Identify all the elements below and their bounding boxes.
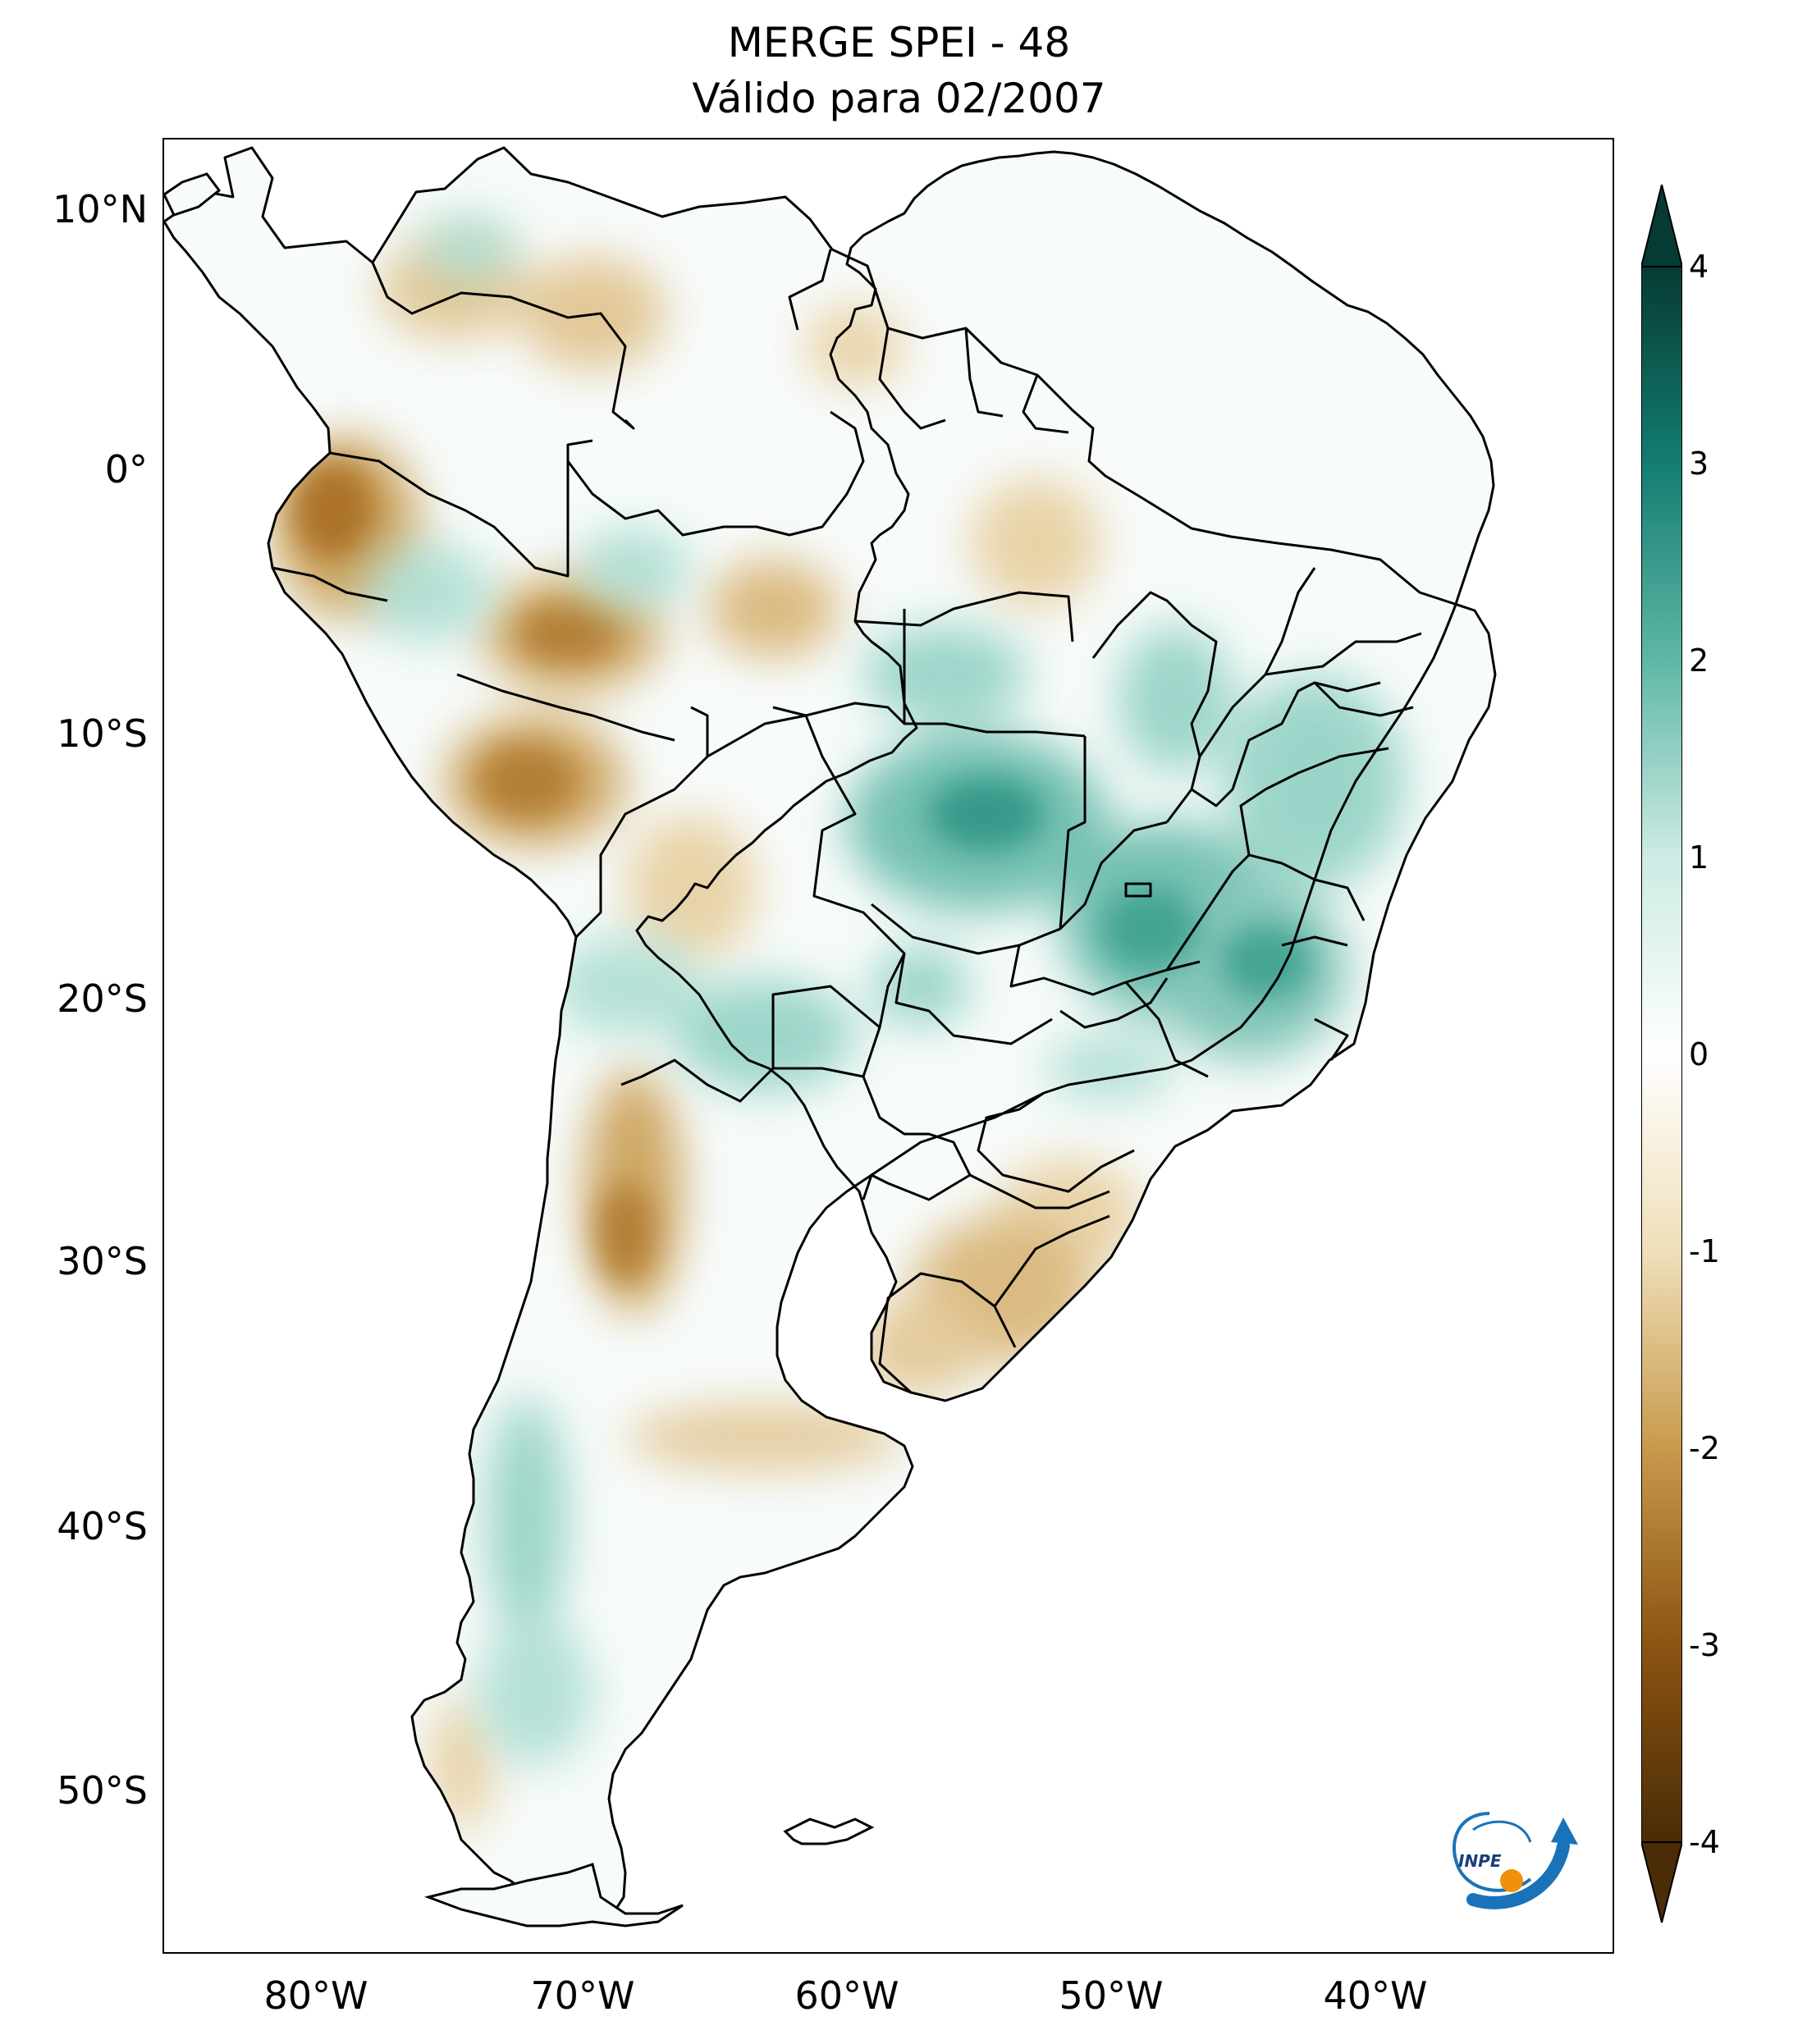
map-panel	[162, 138, 1614, 1954]
wet-patch	[576, 527, 691, 609]
colorbar	[1641, 185, 1682, 1923]
border-guiana-brazil	[1022, 374, 1069, 434]
colorbar-gradient	[1641, 266, 1682, 1843]
state-border	[1198, 567, 1316, 757]
lon-label-80w: 80°W	[263, 1973, 368, 2018]
state-border	[1124, 981, 1209, 1078]
wet-patch	[486, 1397, 568, 1643]
state-border	[1165, 853, 1366, 971]
border-ecuador-peru	[272, 566, 388, 602]
dry-core	[478, 744, 576, 818]
state-border	[993, 1214, 1110, 1307]
colorbar-tick-1: 1	[1689, 839, 1709, 876]
lat-label-30s: 30°S	[57, 1239, 148, 1283]
logo-sun	[1500, 1869, 1523, 1892]
border-colombia-peru	[329, 439, 593, 578]
borders	[272, 249, 1422, 1394]
border-guyana-suriname	[878, 327, 946, 430]
state-border	[977, 1091, 1135, 1193]
state-border	[1281, 935, 1348, 947]
tierra-del-fuego	[423, 1863, 684, 1927]
map-title: MERGE SPEI - 48	[727, 19, 1071, 66]
lon-label-40w: 40°W	[1323, 1973, 1428, 2018]
dry-patch	[806, 305, 904, 387]
lat-label-40s: 40°S	[57, 1504, 148, 1548]
lon-label-60w: 60°W	[794, 1973, 899, 2018]
colorbar-tick-minus-2: -2	[1689, 1430, 1720, 1466]
dry-core	[293, 461, 375, 560]
logo-arrow	[1466, 1840, 1570, 1909]
wet-core	[929, 777, 1044, 851]
dry-patch	[855, 1298, 986, 1397]
state-border	[1191, 681, 1381, 807]
colorbar-extend-min	[1641, 1841, 1682, 1923]
lon-label-70w: 70°W	[530, 1973, 635, 2018]
colorbar-tick-4: 4	[1689, 249, 1709, 285]
wet-patch	[363, 543, 494, 642]
dry-core	[597, 1183, 654, 1282]
state-border	[1313, 681, 1414, 717]
dry-patch	[970, 478, 1101, 609]
lat-label-20s: 20°S	[57, 976, 148, 1021]
wet-patch	[872, 945, 970, 1027]
state-border	[1059, 736, 1087, 930]
map-svg	[164, 146, 1497, 1927]
lat-label-50s: 50°S	[57, 1768, 148, 1813]
dry-core	[519, 605, 617, 662]
state-border	[1059, 977, 1169, 1029]
state-border	[871, 821, 1168, 955]
state-border	[969, 1173, 1110, 1209]
colorbar-extend-max	[1641, 185, 1682, 268]
border-bolivia	[620, 714, 906, 1103]
central-america	[164, 172, 222, 217]
border-colombia-venezuela	[371, 262, 635, 430]
logo-text: INPE	[1458, 1851, 1502, 1871]
border-peru-bolivia	[574, 706, 709, 939]
colorbar-tick-minus-4: -4	[1689, 1824, 1720, 1860]
colorbar-tick-minus-3: -3	[1689, 1627, 1720, 1663]
wet-patch	[675, 978, 855, 1093]
border-peru-brazil	[456, 673, 675, 742]
colorbar-tick-3: 3	[1689, 446, 1709, 482]
colorbar-tick-2: 2	[1689, 642, 1709, 679]
border-venezuela-brazil	[566, 410, 865, 537]
dry-patch	[707, 560, 839, 658]
state-border	[1091, 591, 1218, 823]
wet-core	[1101, 888, 1200, 970]
border-paraguay-bolivia	[771, 985, 881, 1068]
coastline	[164, 146, 1497, 1919]
wet-patch	[1044, 1036, 1175, 1101]
lat-label-0: 0°	[104, 447, 148, 492]
state-border	[1265, 632, 1422, 676]
falkland-islands	[783, 1818, 875, 1845]
wet-patch	[1118, 625, 1233, 773]
wet-patch	[420, 215, 519, 281]
wet-patch	[478, 1618, 592, 1766]
wet-patch	[1224, 674, 1405, 888]
border-paraguay	[862, 1076, 972, 1201]
colorbar-tick-minus-1: -1	[1689, 1233, 1720, 1269]
state-border	[894, 953, 1053, 1045]
lon-label-50w: 50°W	[1059, 1973, 1164, 2018]
inpe-logo: INPE	[1452, 1812, 1578, 1909]
map-subtitle: Válido para 02/2007	[692, 75, 1106, 122]
border-venezuela-guyana	[788, 249, 832, 331]
federal-district-border	[1124, 882, 1152, 898]
state-border	[1314, 1017, 1349, 1061]
border-suriname-guiana	[964, 327, 1004, 418]
spei-field	[272, 215, 1405, 1831]
lat-label-10n: 10°N	[53, 187, 148, 231]
state-border	[854, 591, 1074, 642]
dry-patch	[625, 1405, 904, 1470]
state-border	[1239, 747, 1389, 856]
lat-label-10s: 10°S	[57, 711, 148, 756]
colorbar-tick-0: 0	[1689, 1036, 1709, 1072]
